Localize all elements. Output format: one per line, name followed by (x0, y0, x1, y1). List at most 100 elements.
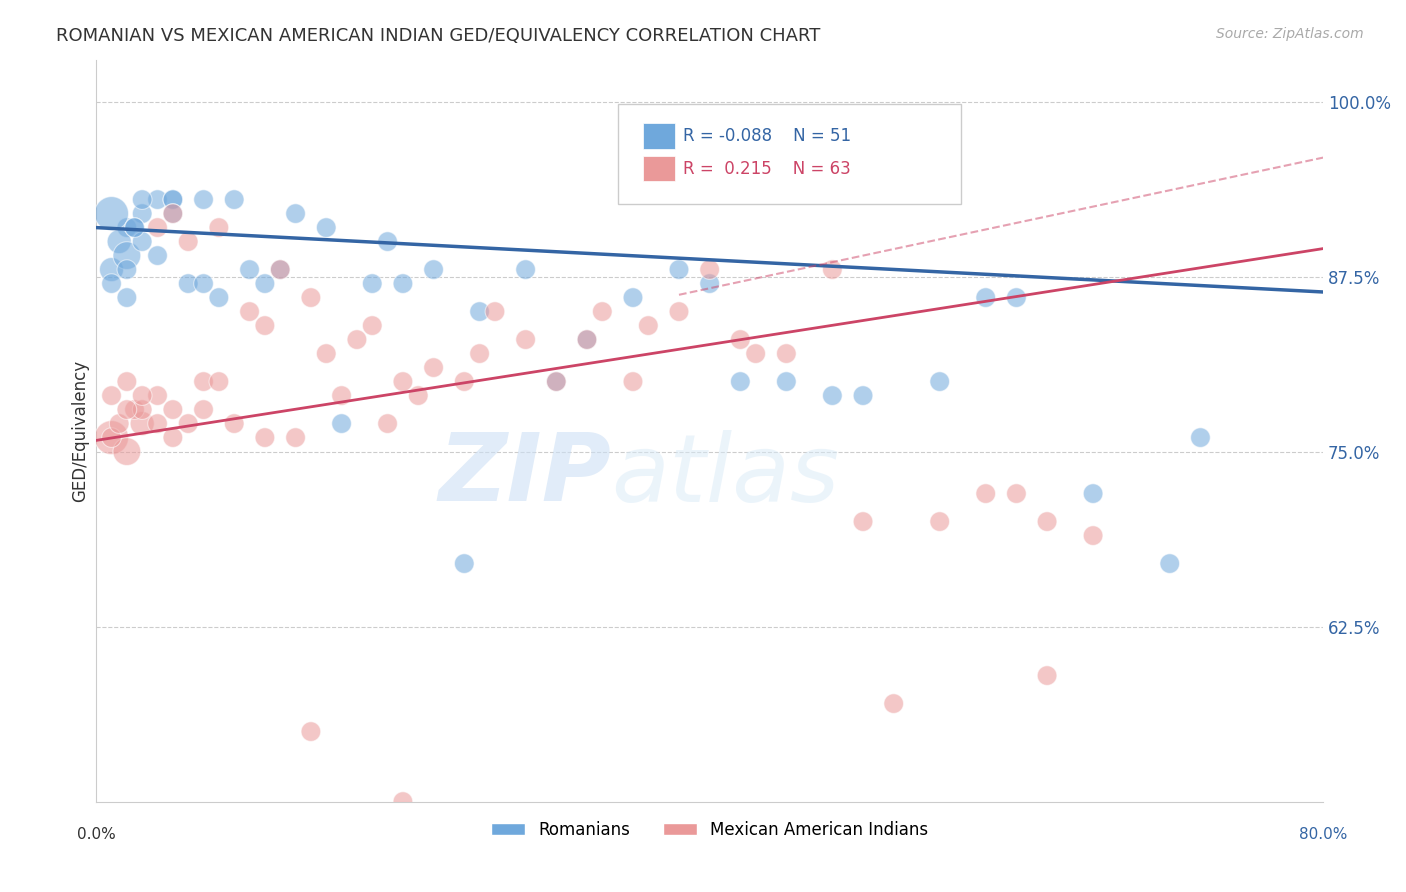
Point (392, 277, 415, 291)
Point (468, 304, 491, 318)
Point (730, 375, 752, 389)
Point (974, 291, 997, 305)
Text: atlas: atlas (612, 430, 839, 521)
Point (224, 417, 246, 431)
Legend: Romanians, Mexican American Indians: Romanians, Mexican American Indians (485, 814, 935, 846)
Point (406, 388, 429, 402)
Text: R = -0.088    N = 51: R = -0.088 N = 51 (683, 127, 851, 145)
FancyBboxPatch shape (644, 156, 675, 181)
Point (1189, 431, 1212, 445)
Point (177, 277, 200, 291)
Point (124, 220, 146, 235)
Point (115, 375, 138, 389)
Point (330, 417, 353, 431)
Point (575, 333, 598, 347)
Point (146, 193, 169, 207)
Point (115, 220, 138, 235)
Point (928, 375, 950, 389)
Point (100, 388, 122, 402)
Point (515, 262, 537, 277)
Point (699, 277, 721, 291)
FancyBboxPatch shape (644, 123, 675, 149)
Point (253, 277, 276, 291)
Point (131, 417, 153, 431)
Point (238, 262, 260, 277)
Point (453, 557, 475, 571)
Point (146, 388, 169, 402)
Point (100, 277, 122, 291)
Point (299, 291, 322, 305)
Point (115, 444, 138, 458)
Point (546, 375, 568, 389)
Point (1005, 291, 1028, 305)
Point (238, 304, 260, 318)
Point (162, 193, 184, 207)
Point (108, 417, 131, 431)
Point (253, 431, 276, 445)
Point (162, 402, 184, 417)
Point (208, 291, 231, 305)
Point (162, 206, 184, 220)
Point (100, 431, 122, 445)
Point (224, 193, 246, 207)
Point (1005, 486, 1028, 500)
Point (668, 262, 690, 277)
Point (284, 431, 307, 445)
Point (699, 262, 721, 277)
Point (115, 291, 138, 305)
Point (131, 388, 153, 402)
Point (162, 206, 184, 220)
Point (193, 402, 215, 417)
Point (177, 235, 200, 249)
Point (621, 291, 644, 305)
Point (162, 193, 184, 207)
Point (575, 333, 598, 347)
Point (146, 249, 169, 263)
Point (346, 333, 368, 347)
Point (131, 193, 153, 207)
Point (852, 515, 875, 529)
Point (1036, 515, 1059, 529)
Point (422, 262, 444, 277)
Point (208, 375, 231, 389)
Point (392, 375, 415, 389)
Y-axis label: GED/Equivalency: GED/Equivalency (72, 359, 89, 501)
Text: ROMANIAN VS MEXICAN AMERICAN INDIAN GED/EQUIVALENCY CORRELATION CHART: ROMANIAN VS MEXICAN AMERICAN INDIAN GED/… (56, 27, 821, 45)
Point (453, 375, 475, 389)
Point (1159, 557, 1181, 571)
Text: ZIP: ZIP (439, 429, 612, 521)
Point (100, 431, 122, 445)
Point (208, 220, 231, 235)
Point (115, 262, 138, 277)
Point (193, 277, 215, 291)
Point (124, 220, 146, 235)
Point (1081, 528, 1104, 542)
Point (100, 262, 122, 277)
Point (468, 346, 491, 360)
Point (744, 346, 766, 360)
Point (115, 402, 138, 417)
Point (730, 333, 752, 347)
Point (193, 375, 215, 389)
Point (131, 206, 153, 220)
Point (361, 277, 384, 291)
Text: R =  0.215    N = 63: R = 0.215 N = 63 (683, 160, 851, 178)
Point (146, 417, 169, 431)
Point (1036, 668, 1059, 682)
Point (361, 318, 384, 333)
Point (377, 417, 399, 431)
Point (124, 402, 146, 417)
Point (108, 235, 131, 249)
Point (177, 417, 200, 431)
Point (131, 235, 153, 249)
Point (546, 375, 568, 389)
Point (162, 431, 184, 445)
Point (392, 795, 415, 809)
Point (193, 193, 215, 207)
Point (484, 304, 506, 318)
Point (253, 318, 276, 333)
Point (591, 304, 613, 318)
Point (515, 333, 537, 347)
Point (315, 346, 337, 360)
Point (131, 402, 153, 417)
